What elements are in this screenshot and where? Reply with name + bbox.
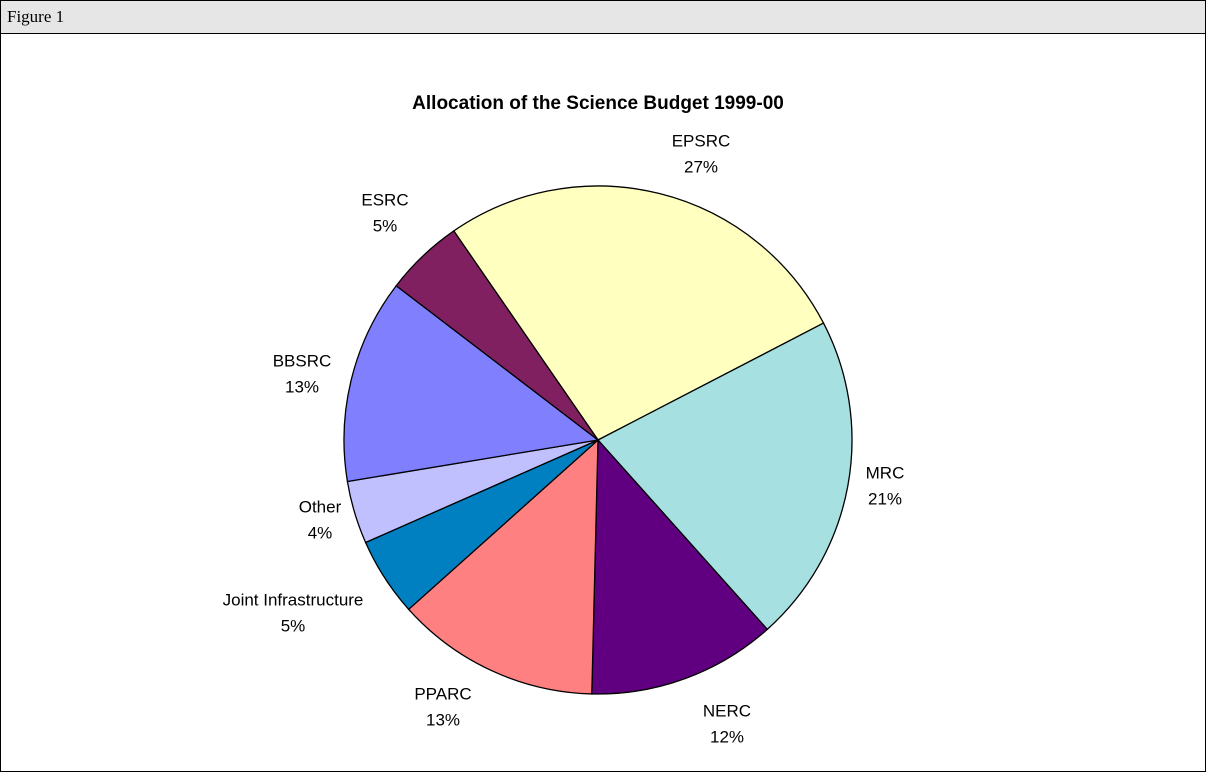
slice-label: ESRC xyxy=(361,190,408,209)
slice-value-label: 5% xyxy=(281,616,306,635)
slice-value-label: 21% xyxy=(868,489,902,508)
slice-value-label: 13% xyxy=(426,710,460,729)
pie-slice xyxy=(591,438,769,695)
chart-title: Allocation of the Science Budget 1999-00 xyxy=(412,93,784,114)
pie-slice xyxy=(343,284,600,483)
slice-label: Other xyxy=(299,497,342,516)
pie-slice xyxy=(596,322,853,631)
slice-value-label: 4% xyxy=(308,523,333,542)
pie-slice xyxy=(407,438,599,695)
slice-value-label: 27% xyxy=(684,157,718,176)
slice-value-label: 13% xyxy=(285,377,319,396)
pie-slice xyxy=(395,230,599,441)
slice-label: BBSRC xyxy=(273,351,332,370)
pie-slice xyxy=(452,185,825,441)
slice-label: EPSRC xyxy=(672,131,731,150)
figure-label: Figure 1 xyxy=(1,1,1205,34)
slice-value-label: 5% xyxy=(373,216,398,235)
slice-label: Joint Infrastructure xyxy=(223,590,364,609)
slice-label: PPARC xyxy=(414,684,471,703)
slice-label: MRC xyxy=(866,463,905,482)
slice-value-label: 12% xyxy=(710,727,744,746)
slice-label: NERC xyxy=(703,701,751,720)
